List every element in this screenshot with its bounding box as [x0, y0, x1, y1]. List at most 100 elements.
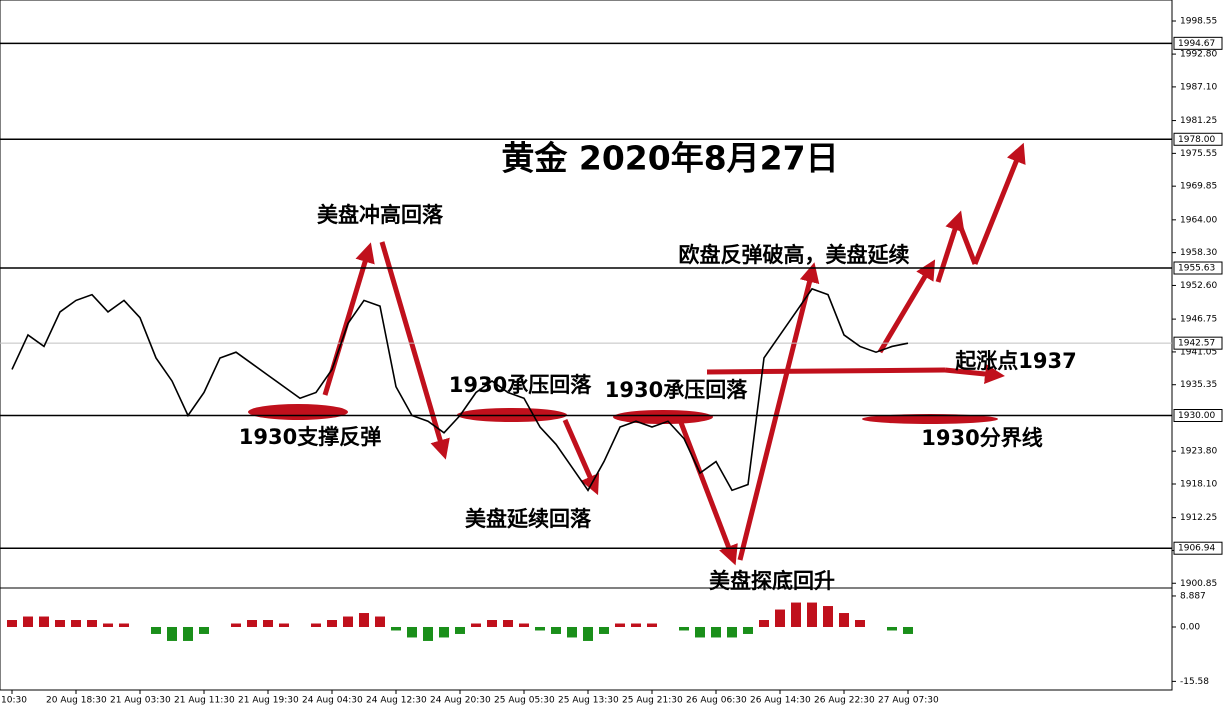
indicator-bar — [439, 626, 449, 638]
indicator-bar — [519, 623, 529, 627]
y-tick-label: 1912.25 — [1180, 513, 1217, 523]
indicator-bar — [39, 616, 49, 627]
indicator-bar — [759, 620, 769, 627]
x-tick-label: 24 Aug 12:30 — [366, 696, 427, 706]
indicator-bar — [631, 623, 641, 627]
y-tick-label: 1918.10 — [1180, 479, 1217, 489]
y-tick-label: 1958.30 — [1180, 248, 1217, 258]
level-label: 1930.00 — [1178, 411, 1215, 421]
level-label-box — [1173, 36, 1223, 50]
level-label-box — [1173, 541, 1223, 555]
annotation: 美盘延续回落 — [465, 507, 592, 531]
y-tick-label: 1952.60 — [1180, 281, 1217, 291]
indicator-bar — [807, 602, 817, 627]
indicator-bar — [87, 620, 97, 627]
y-tick-label: 1946.75 — [1180, 315, 1217, 325]
indicator-bar — [55, 620, 65, 627]
annotation: 1930分界线 — [921, 426, 1042, 450]
indicator-bar — [599, 626, 609, 634]
level-label-box — [1173, 132, 1223, 146]
y-tick-label: 1969.85 — [1180, 182, 1217, 192]
x-tick-label: 25 Aug 21:30 — [622, 696, 683, 706]
y-tick-label: 1900.85 — [1180, 579, 1217, 589]
indicator-bar — [823, 606, 833, 627]
indicator-bar — [407, 626, 417, 638]
indicator-bar — [23, 616, 33, 627]
indicator-bar — [183, 626, 193, 641]
indicator-bar — [743, 626, 753, 634]
indicator-bar — [71, 620, 81, 627]
x-tick-label: 10:30 — [1, 696, 27, 706]
indicator-bar — [199, 626, 209, 634]
indicator-bar — [231, 623, 241, 627]
indicator-bar — [423, 626, 433, 641]
indicator-bar — [487, 620, 497, 627]
price-label-box — [1173, 336, 1223, 350]
plot-frame — [0, 0, 1173, 691]
level-label: 1994.67 — [1178, 39, 1215, 49]
x-tick-label: 24 Aug 04:30 — [302, 696, 363, 706]
indicator-bar — [279, 623, 289, 627]
indicator-bar — [359, 613, 369, 627]
annotation-arrows — [248, 142, 1026, 566]
indicator-bar — [839, 613, 849, 627]
indicator-bar — [727, 626, 737, 638]
indicator-bar — [775, 609, 785, 627]
indicator-bar — [695, 626, 705, 638]
price-line — [11, 287, 909, 492]
indicator-bar — [375, 616, 385, 627]
price-label: 1942.57 — [1178, 339, 1215, 349]
chart-title: 黄金 2020年8月27日 — [501, 139, 838, 178]
x-tick-label: 21 Aug 19:30 — [238, 696, 299, 706]
y-tick-label: 1992.80 — [1180, 50, 1217, 60]
indicator-bar — [247, 620, 257, 627]
indicator-bar — [103, 623, 113, 627]
indicator-bar — [567, 626, 577, 638]
indicator-bar — [263, 620, 273, 627]
indicator-bar — [615, 623, 625, 627]
indicator-bar — [551, 626, 561, 634]
x-tick-label: 24 Aug 20:30 — [430, 696, 491, 706]
x-tick-label: 21 Aug 03:30 — [110, 696, 171, 706]
y-tick-label: 1975.55 — [1180, 149, 1217, 159]
annotation: 欧盘反弹破高，美盘延续 — [679, 243, 910, 267]
indicator-bar — [711, 626, 721, 638]
x-tick-label: 25 Aug 13:30 — [558, 696, 619, 706]
indicator-bar — [343, 616, 353, 627]
level-label: 1955.63 — [1178, 264, 1215, 274]
annotation: 美盘冲高回落 — [317, 203, 444, 227]
indicator-bar — [583, 626, 593, 641]
indicator-bar — [119, 623, 129, 627]
indicator-bar — [151, 626, 161, 634]
indicator-bar — [679, 626, 689, 631]
y-tick-label: 1923.80 — [1180, 447, 1217, 457]
indicator-bar — [391, 626, 401, 631]
indicator-tick-label: 8.887 — [1180, 591, 1206, 601]
indicator-bar — [311, 623, 321, 627]
indicator-bar — [455, 626, 465, 634]
level-label-box — [1173, 409, 1223, 423]
y-tick-label: 1964.00 — [1180, 215, 1217, 225]
indicator-bar — [647, 623, 657, 627]
indicator-bar — [535, 626, 545, 631]
annotation: 1930承压回落 — [605, 378, 748, 402]
indicator-tick-label: -15.58 — [1180, 677, 1209, 687]
indicator-bar — [471, 623, 481, 627]
indicator-bar — [7, 620, 17, 627]
x-tick-label: 26 Aug 14:30 — [750, 696, 811, 706]
indicator-bar — [327, 620, 337, 627]
x-tick-label: 26 Aug 06:30 — [686, 696, 747, 706]
annotation: 起涨点1937 — [954, 349, 1076, 373]
x-tick-label: 26 Aug 22:30 — [814, 696, 875, 706]
annotation: 美盘探底回升 — [709, 569, 835, 593]
x-tick-label: 25 Aug 05:30 — [494, 696, 555, 706]
indicator-bar — [903, 626, 913, 634]
y-tick-label: 1987.10 — [1180, 82, 1217, 92]
y-tick-label: 1941.05 — [1180, 347, 1217, 357]
x-tick-label: 21 Aug 11:30 — [174, 696, 235, 706]
y-tick-label: 1935.35 — [1180, 380, 1217, 390]
indicator-bar — [855, 620, 865, 627]
level-label: 1906.94 — [1178, 544, 1215, 554]
x-tick-label: 27 Aug 07:30 — [878, 696, 939, 706]
